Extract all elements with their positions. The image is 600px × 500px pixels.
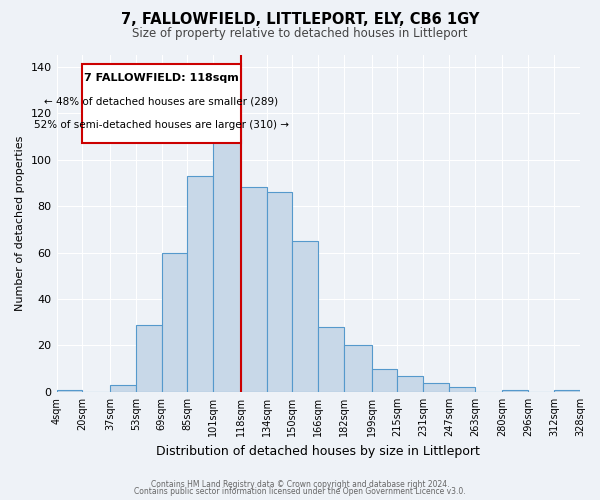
Text: 7, FALLOWFIELD, LITTLEPORT, ELY, CB6 1GY: 7, FALLOWFIELD, LITTLEPORT, ELY, CB6 1GY <box>121 12 479 28</box>
FancyBboxPatch shape <box>82 64 241 144</box>
Bar <box>292 241 318 392</box>
Bar <box>371 368 397 392</box>
Bar <box>213 138 241 392</box>
Bar <box>318 327 344 392</box>
Text: Contains HM Land Registry data © Crown copyright and database right 2024.: Contains HM Land Registry data © Crown c… <box>151 480 449 489</box>
X-axis label: Distribution of detached houses by size in Littleport: Distribution of detached houses by size … <box>157 444 480 458</box>
Text: 52% of semi-detached houses are larger (310) →: 52% of semi-detached houses are larger (… <box>34 120 289 130</box>
Bar <box>187 176 213 392</box>
Bar <box>397 376 423 392</box>
Y-axis label: Number of detached properties: Number of detached properties <box>15 136 25 311</box>
Bar <box>110 385 136 392</box>
Text: ← 48% of detached houses are smaller (289): ← 48% of detached houses are smaller (28… <box>44 96 278 106</box>
Bar <box>344 346 371 392</box>
Bar <box>266 192 292 392</box>
Bar <box>241 188 266 392</box>
Bar <box>502 390 529 392</box>
Text: Contains public sector information licensed under the Open Government Licence v3: Contains public sector information licen… <box>134 487 466 496</box>
Bar <box>423 382 449 392</box>
Text: Size of property relative to detached houses in Littleport: Size of property relative to detached ho… <box>132 28 468 40</box>
Bar <box>449 388 475 392</box>
Bar <box>554 390 580 392</box>
Text: 7 FALLOWFIELD: 118sqm: 7 FALLOWFIELD: 118sqm <box>84 73 239 83</box>
Bar <box>161 252 187 392</box>
Bar <box>136 324 161 392</box>
Bar <box>56 390 82 392</box>
